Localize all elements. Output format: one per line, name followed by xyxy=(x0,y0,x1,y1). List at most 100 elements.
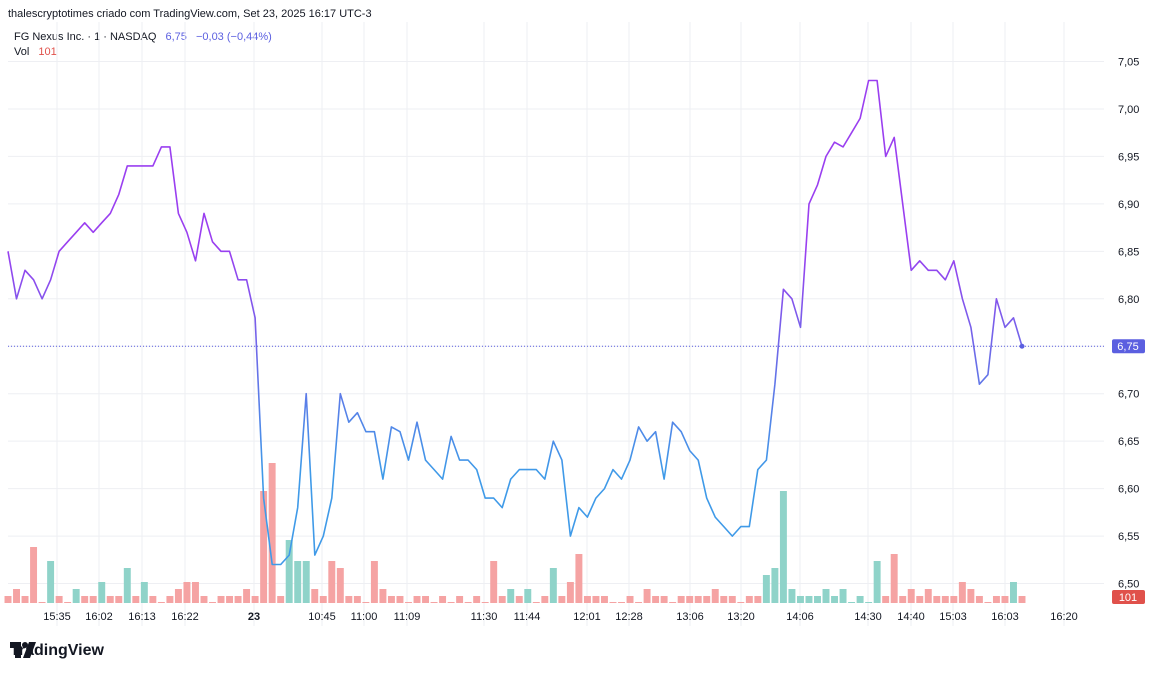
last-price-point xyxy=(1019,343,1025,349)
volume-bar xyxy=(464,602,472,603)
volume-bar xyxy=(183,582,191,603)
volume-bar xyxy=(72,589,80,603)
volume-bar xyxy=(873,561,881,603)
volume-bar xyxy=(831,596,839,603)
volume-bar xyxy=(575,554,583,603)
x-tick-label: 23 xyxy=(248,611,260,623)
volume-bar xyxy=(490,561,498,603)
volume-bar xyxy=(822,589,830,603)
volume-bar xyxy=(600,596,608,603)
volume-bar xyxy=(558,596,566,603)
x-tick-label: 10:45 xyxy=(308,611,336,623)
volume-bar xyxy=(609,602,617,603)
price-chart[interactable]: 7,05 7,00 6,95 6,90 6,85 6,80 6,75 6,70 6,65 6,60… xyxy=(0,0,1162,640)
volume-bar xyxy=(796,596,804,603)
y-tick-label: 6,80 xyxy=(1118,294,1139,306)
y-tick-label: 7,05 xyxy=(1118,56,1139,68)
volume-bar xyxy=(933,596,941,603)
volume-bar xyxy=(975,596,983,603)
volume-bar xyxy=(515,596,523,603)
volume-bar xyxy=(174,589,182,603)
volume-bar xyxy=(447,602,455,603)
volume-bar xyxy=(805,596,813,603)
volume-bar xyxy=(686,596,694,603)
volume-bar xyxy=(379,589,387,603)
volume-bar xyxy=(481,602,489,603)
volume-bar xyxy=(311,589,319,603)
y-tick-label: 7,00 xyxy=(1118,104,1139,116)
volume-bar xyxy=(260,491,268,603)
volume-bar xyxy=(362,602,370,603)
volume-bar xyxy=(200,596,208,603)
x-tick-label: 16:13 xyxy=(128,611,156,623)
volume-bar xyxy=(677,596,685,603)
volume-bar xyxy=(4,596,12,603)
volume-bar xyxy=(498,596,506,603)
y-tick-label: 6,90 xyxy=(1118,199,1139,211)
volume-bar xyxy=(754,596,762,603)
volume-bar xyxy=(950,596,958,603)
last-price-badge-label: 6,75 xyxy=(1117,341,1138,353)
x-tick-label: 11:09 xyxy=(394,611,421,623)
x-tick-label: 16:02 xyxy=(85,611,113,623)
y-tick-label: 6,95 xyxy=(1118,151,1139,163)
footer-brand[interactable]: TradingView xyxy=(10,642,104,660)
volume-bar xyxy=(422,596,430,603)
volume-bar xyxy=(439,596,447,603)
volume-bar xyxy=(294,561,302,603)
volume-bar xyxy=(524,589,532,603)
x-tick-label: 13:06 xyxy=(676,611,704,623)
last-price: 6,75 xyxy=(165,31,187,43)
x-tick-label: 15:03 xyxy=(939,611,967,623)
volume-bar xyxy=(745,596,753,603)
volume-bar xyxy=(737,602,745,603)
volume-bar xyxy=(140,582,148,603)
volume-bar xyxy=(217,596,225,603)
volume-bar xyxy=(115,596,123,603)
symbol-row: FG Nexus Inc. · 1 · NASDAQ 6,75 −0,03 (−… xyxy=(14,30,272,45)
symbol-label[interactable]: FG Nexus Inc. · 1 · NASDAQ xyxy=(14,31,157,43)
volume-bar xyxy=(771,568,779,603)
volume-bar xyxy=(89,596,97,603)
volume-bar xyxy=(47,561,55,603)
volume-bar xyxy=(694,596,702,603)
volume-bar xyxy=(413,596,421,603)
volume-bar xyxy=(703,596,711,603)
y-tick-label: 6,60 xyxy=(1118,484,1139,496)
price-line xyxy=(7,79,1023,566)
volume-label[interactable]: Vol xyxy=(14,46,30,58)
volume-bar xyxy=(669,602,677,603)
volume-value: 101 xyxy=(38,46,57,58)
y-tick-label: 6,65 xyxy=(1118,436,1139,448)
volume-bar xyxy=(958,582,966,603)
volume-bar xyxy=(916,596,924,603)
volume-bar xyxy=(762,575,770,603)
x-tick-label: 11:30 xyxy=(471,611,498,623)
volume-bar xyxy=(226,596,234,603)
x-tick-label: 16:22 xyxy=(171,611,199,623)
volume-bar xyxy=(234,596,242,603)
volume-bar xyxy=(865,602,873,603)
x-tick-label: 12:28 xyxy=(615,611,643,623)
volume-bar xyxy=(473,596,481,603)
volume-bar xyxy=(907,589,915,603)
volume-bar xyxy=(618,602,625,603)
volume-bar xyxy=(30,547,38,603)
volume-bar xyxy=(285,540,293,603)
volume-bar xyxy=(405,602,412,603)
volume-bar xyxy=(899,596,907,603)
volume-bar xyxy=(106,596,114,603)
volume-bar xyxy=(328,561,336,603)
volume-bar xyxy=(635,602,643,603)
header-text: thalescryptotimes criado com TradingView… xyxy=(8,8,372,20)
volume-bar xyxy=(149,596,157,603)
volume-bar xyxy=(566,582,574,603)
x-tick-label: 15:35 xyxy=(43,611,71,623)
y-tick-label: 6,85 xyxy=(1118,246,1139,258)
volume-bar xyxy=(319,596,327,603)
volume-bar xyxy=(209,602,216,603)
volume-bar xyxy=(336,568,344,603)
volume-bar xyxy=(592,596,600,603)
volume-bar xyxy=(839,589,847,603)
volume-bar xyxy=(98,582,106,603)
